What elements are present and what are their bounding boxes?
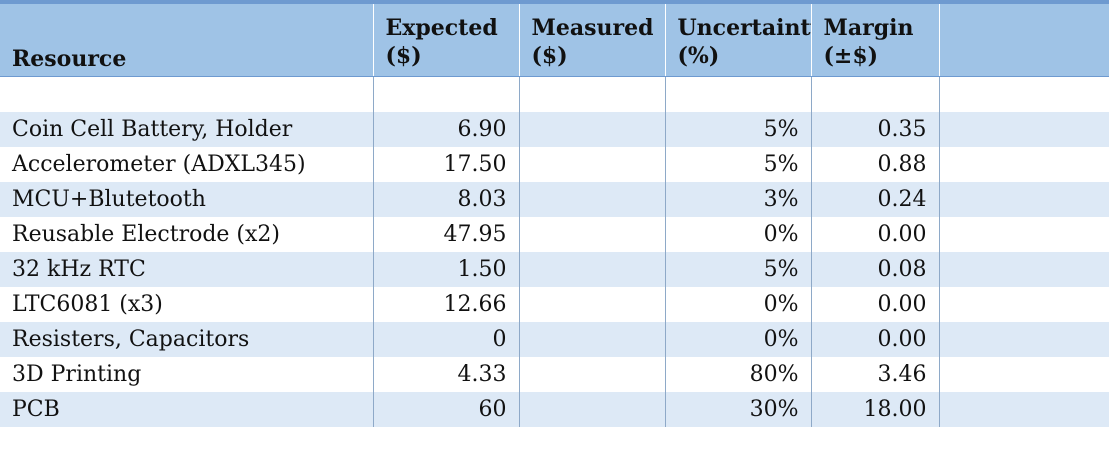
cell-measured (518, 217, 666, 252)
cell-expected: 60 (372, 392, 520, 427)
cell-uncertainty: 5% (664, 112, 812, 147)
header-resource: Resource (0, 0, 374, 77)
cell-uncertainty: 30% (664, 392, 812, 427)
cell-blank (938, 392, 1109, 427)
cell-measured (518, 287, 666, 322)
cell-blank (938, 147, 1109, 182)
cell-blank (938, 182, 1109, 217)
table-row: 3D Printing 4.33 80% 3.46 (0, 357, 1109, 392)
cell-expected: 8.03 (372, 182, 520, 217)
header-margin: Margin (±$) (810, 0, 940, 77)
cell-blank (938, 112, 1109, 147)
cell-blank (938, 217, 1109, 252)
cell-margin: 18.00 (810, 392, 940, 427)
cell-expected: 6.90 (372, 112, 520, 147)
header-measured-line1: Measured (531, 15, 654, 41)
table-header-row: Resource Expected ($) Measured ($) Uncerta… (0, 0, 1109, 77)
cell-measured (518, 112, 666, 147)
cell-blank (938, 357, 1109, 392)
header-uncertainty-line1: Uncertainty (677, 15, 811, 41)
cell-margin: 3.46 (810, 357, 940, 392)
cell-expected: 1.50 (372, 252, 520, 287)
cell-margin: 0.24 (810, 182, 940, 217)
cell-expected: 4.33 (372, 357, 520, 392)
header-blank (938, 0, 1109, 77)
cell-blank (938, 76, 1109, 112)
cell-uncertainty: 0% (664, 322, 812, 357)
cell-resource: Resisters, Capacitors (0, 322, 374, 357)
cell-uncertainty: 0% (664, 287, 812, 322)
cell-resource: 32 kHz RTC (0, 252, 374, 287)
cell-resource (0, 76, 374, 112)
cell-expected: 12.66 (372, 287, 520, 322)
cell-uncertainty: 3% (664, 182, 812, 217)
cell-uncertainty: 0% (664, 217, 812, 252)
cell-measured (518, 182, 666, 217)
cell-resource: 3D Printing (0, 357, 374, 392)
cell-uncertainty (664, 76, 812, 112)
cell-resource: LTC6081 (x3) (0, 287, 374, 322)
table-row: Coin Cell Battery, Holder 6.90 5% 0.35 (0, 112, 1109, 147)
header-expected-line1: Expected (385, 15, 498, 41)
table-row: PCB 60 30% 18.00 (0, 392, 1109, 427)
header-measured-line2: ($) (531, 43, 568, 69)
cell-blank (938, 322, 1109, 357)
table-row: 32 kHz RTC 1.50 5% 0.08 (0, 252, 1109, 287)
cell-blank (938, 287, 1109, 322)
cell-measured (518, 252, 666, 287)
cell-expected: 47.95 (372, 217, 520, 252)
cell-resource: Accelerometer (ADXL345) (0, 147, 374, 182)
table-row: LTC6081 (x3) 12.66 0% 0.00 (0, 287, 1109, 322)
cell-measured (518, 76, 666, 112)
cell-margin: 0.00 (810, 217, 940, 252)
cell-margin: 0.35 (810, 112, 940, 147)
budget-table: Resource Expected ($) Measured ($) Uncerta… (0, 0, 1109, 427)
header-resource-label: Resource (12, 46, 127, 72)
table-row: MCU+Blutetooth 8.03 3% 0.24 (0, 182, 1109, 217)
cell-margin: 0.08 (810, 252, 940, 287)
cell-resource: MCU+Blutetooth (0, 182, 374, 217)
cell-blank (938, 252, 1109, 287)
table-row: Reusable Electrode (x2) 47.95 0% 0.00 (0, 217, 1109, 252)
cell-expected: 0 (372, 322, 520, 357)
cell-margin: 0.00 (810, 287, 940, 322)
cell-uncertainty: 80% (664, 357, 812, 392)
cell-resource: Reusable Electrode (x2) (0, 217, 374, 252)
cell-expected (372, 76, 520, 112)
table-row: Resisters, Capacitors 0 0% 0.00 (0, 322, 1109, 357)
header-uncertainty: Uncertainty (%) (664, 0, 812, 77)
header-margin-line1: Margin (823, 15, 914, 41)
cell-measured (518, 322, 666, 357)
cell-margin: 0.88 (810, 147, 940, 182)
cell-expected: 17.50 (372, 147, 520, 182)
header-measured: Measured ($) (518, 0, 666, 77)
cell-uncertainty: 5% (664, 252, 812, 287)
table-row (0, 76, 1109, 112)
cell-resource: Coin Cell Battery, Holder (0, 112, 374, 147)
cell-resource: PCB (0, 392, 374, 427)
cell-margin (810, 76, 940, 112)
table-row: Accelerometer (ADXL345) 17.50 5% 0.88 (0, 147, 1109, 182)
cell-measured (518, 392, 666, 427)
cell-uncertainty: 5% (664, 147, 812, 182)
header-expected-line2: ($) (385, 43, 422, 69)
cell-measured (518, 147, 666, 182)
header-margin-line2: (±$) (823, 43, 879, 69)
header-expected: Expected ($) (372, 0, 520, 77)
header-uncertainty-line2: (%) (677, 43, 720, 69)
cell-measured (518, 357, 666, 392)
cell-margin: 0.00 (810, 322, 940, 357)
